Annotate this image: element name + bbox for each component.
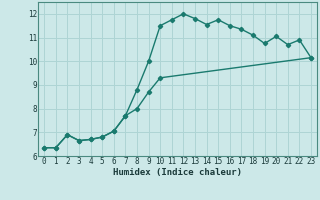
X-axis label: Humidex (Indice chaleur): Humidex (Indice chaleur)	[113, 168, 242, 177]
